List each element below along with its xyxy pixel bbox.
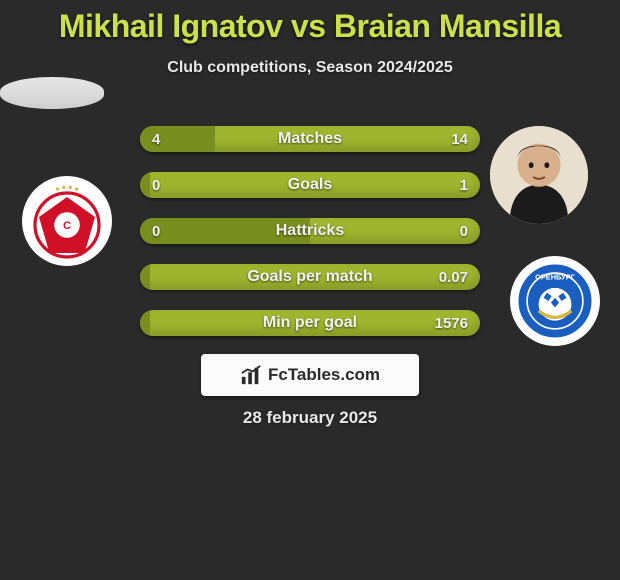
- player-right-photo: [490, 126, 588, 224]
- watermark: FcTables.com: [201, 354, 419, 396]
- stat-row: Goals per match0.07: [140, 264, 480, 290]
- stat-row: 0Hattricks0: [140, 218, 480, 244]
- watermark-text: FcTables.com: [268, 365, 380, 385]
- stat-label: Goals per match: [140, 264, 480, 290]
- stat-row: 0Goals1: [140, 172, 480, 198]
- stat-label: Min per goal: [140, 310, 480, 336]
- stat-label: Matches: [140, 126, 480, 152]
- comparison-title: Mikhail Ignatov vs Braian Mansilla: [0, 0, 620, 45]
- comparison-subtitle: Club competitions, Season 2024/2025: [0, 59, 620, 77]
- player-left-photo: [0, 77, 104, 109]
- stat-right-value: 1576: [435, 310, 468, 336]
- svg-text:C: C: [63, 220, 71, 232]
- svg-text:ОРЕНБУРГ: ОРЕНБУРГ: [535, 273, 576, 282]
- club-right-icon: ОРЕНБУРГ: [514, 260, 596, 342]
- stat-label: Hattricks: [140, 218, 480, 244]
- stat-row: 4Matches14: [140, 126, 480, 152]
- avatar-icon: [490, 126, 588, 224]
- club-left-icon: C: [27, 181, 107, 261]
- stat-right-value: 0.07: [439, 264, 468, 290]
- stat-label: Goals: [140, 172, 480, 198]
- stat-right-value: 0: [460, 218, 468, 244]
- stats-bars: 4Matches140Goals10Hattricks0Goals per ma…: [140, 126, 480, 356]
- chart-icon: [240, 364, 262, 386]
- stat-row: Min per goal1576: [140, 310, 480, 336]
- club-right-badge: ОРЕНБУРГ: [510, 256, 600, 346]
- stat-right-value: 14: [451, 126, 468, 152]
- club-left-badge: C: [22, 176, 112, 266]
- stat-right-value: 1: [460, 172, 468, 198]
- comparison-date: 28 february 2025: [0, 408, 620, 428]
